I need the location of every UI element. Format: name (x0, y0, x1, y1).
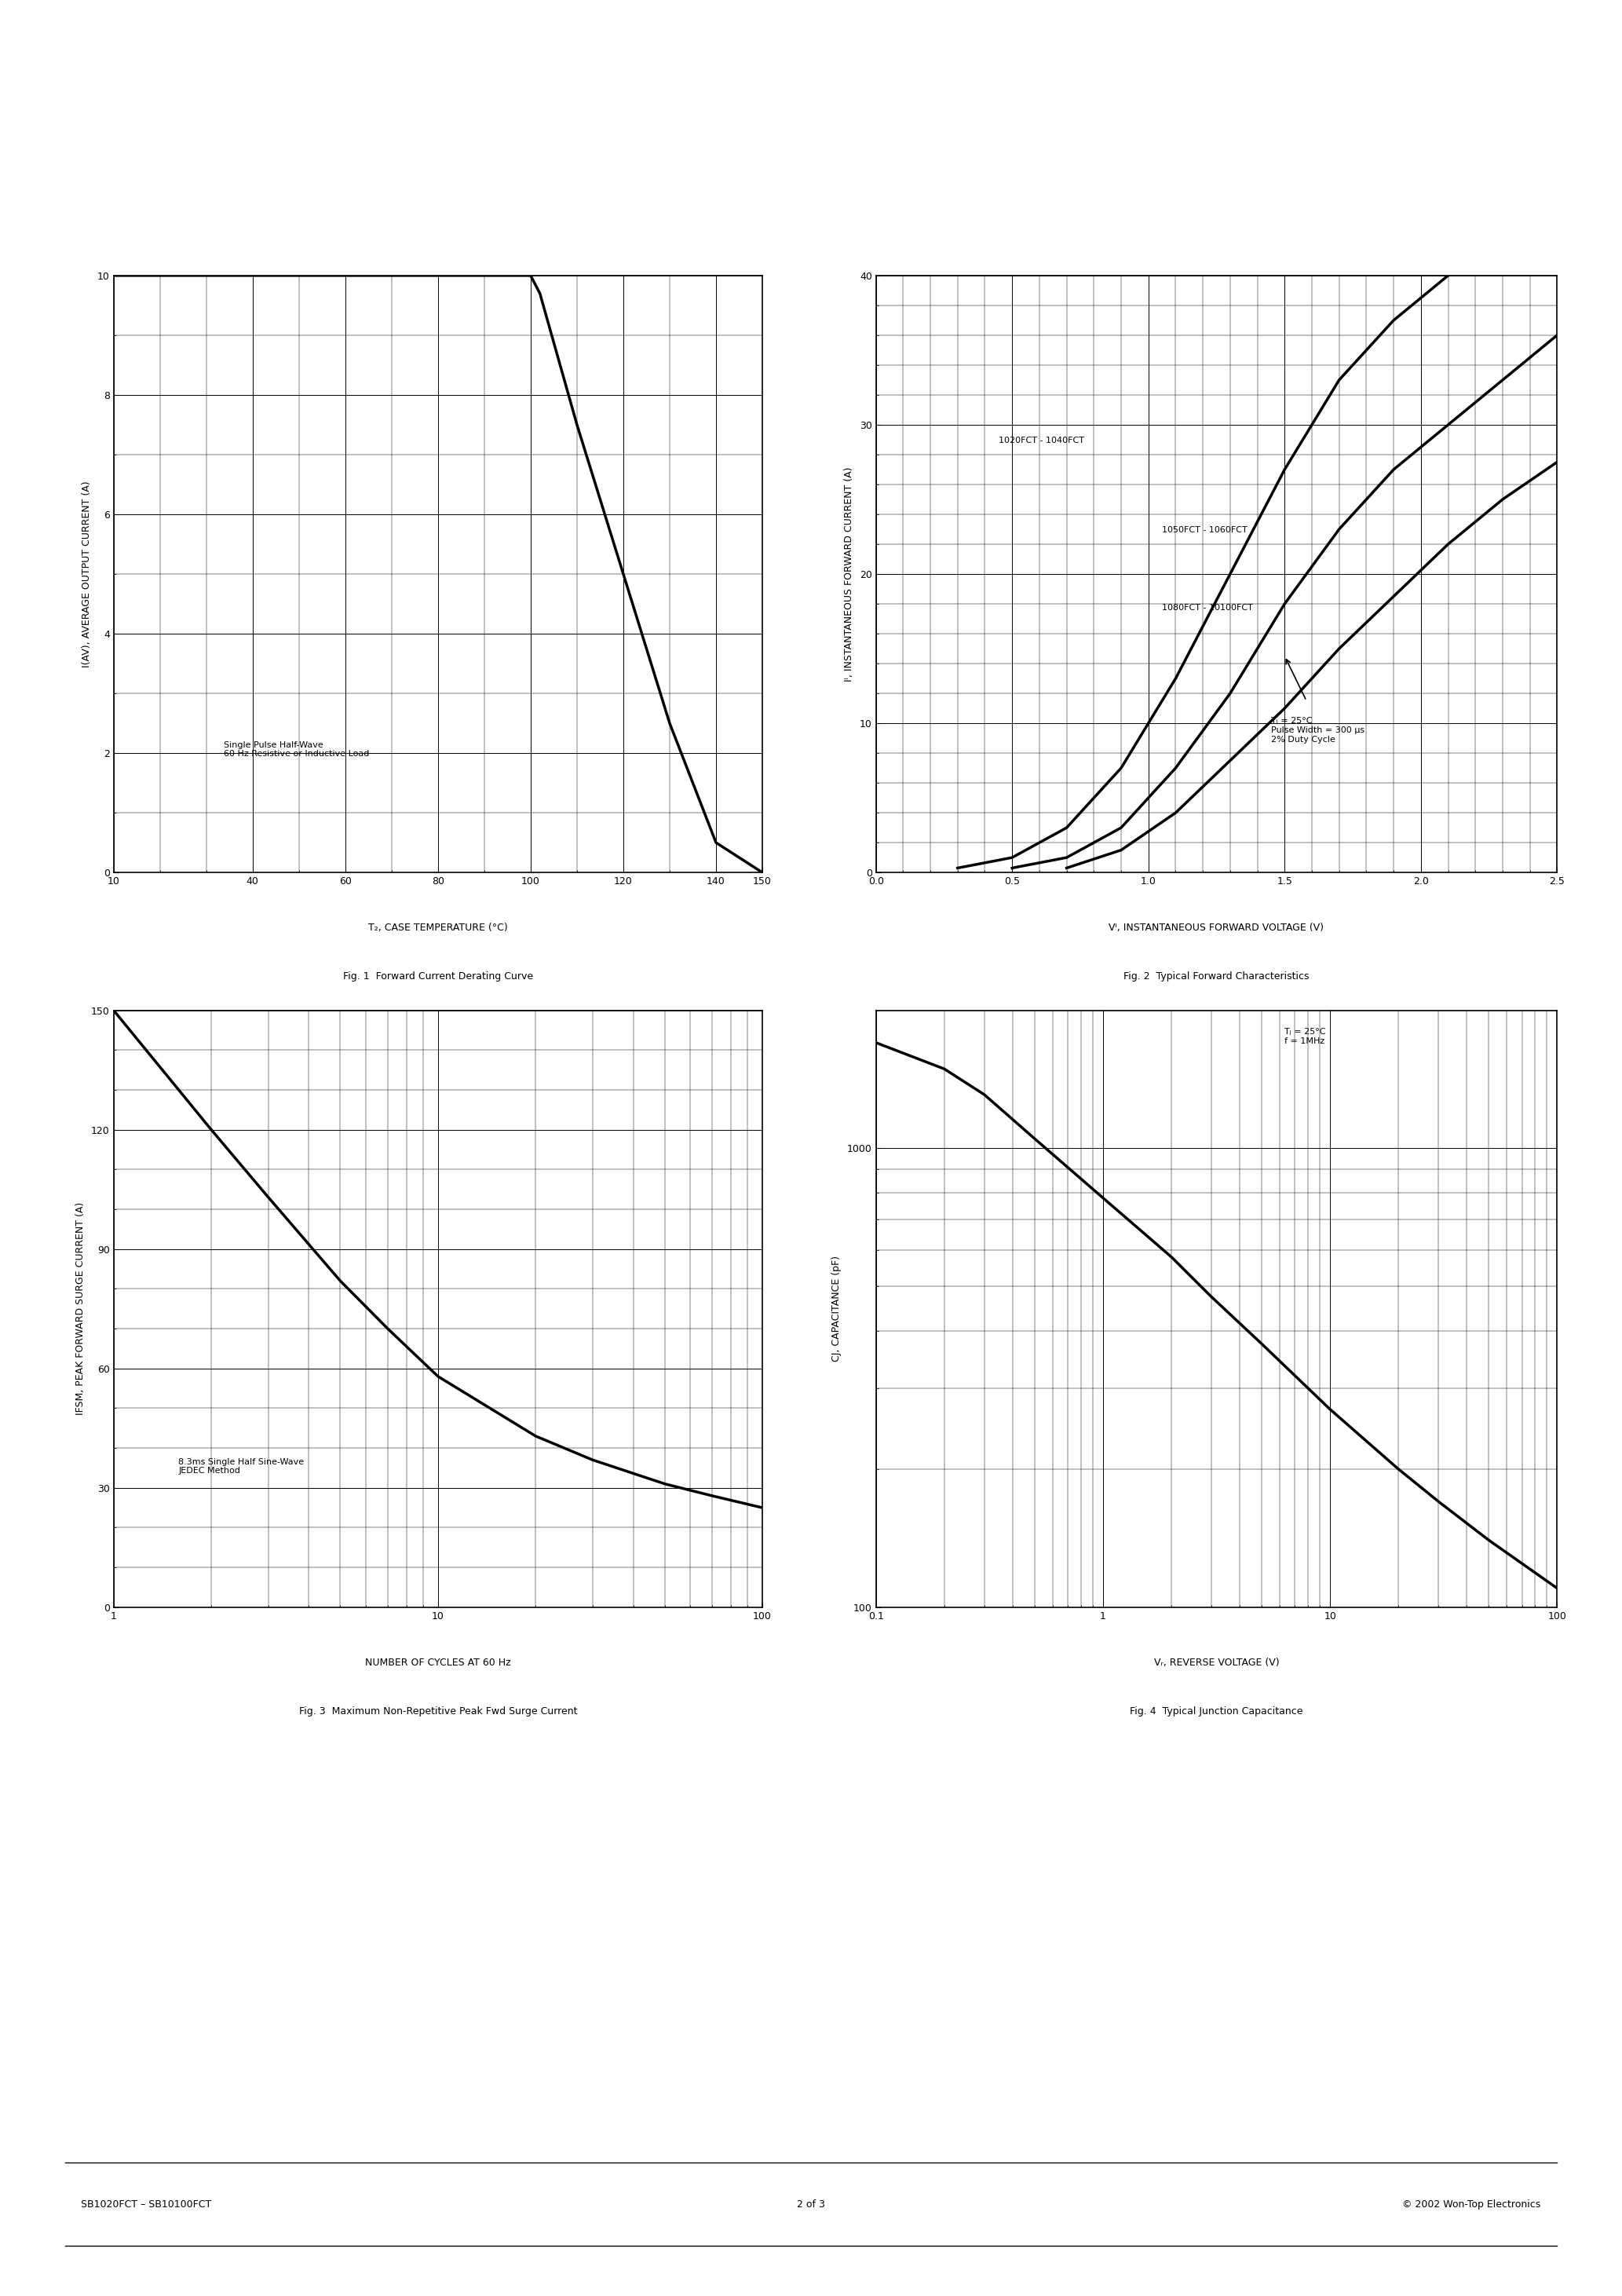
Y-axis label: I(AV), AVERAGE OUTPUT CURRENT (A): I(AV), AVERAGE OUTPUT CURRENT (A) (81, 480, 92, 668)
Text: NUMBER OF CYCLES AT 60 Hz: NUMBER OF CYCLES AT 60 Hz (365, 1658, 511, 1667)
Text: Vⁱ, INSTANTANEOUS FORWARD VOLTAGE (V): Vⁱ, INSTANTANEOUS FORWARD VOLTAGE (V) (1109, 923, 1324, 932)
Text: Tⱼ = 25°C
Pulse Width = 300 µs
2% Duty Cycle: Tⱼ = 25°C Pulse Width = 300 µs 2% Duty C… (1272, 716, 1364, 744)
Y-axis label: CJ, CAPACITANCE (pF): CJ, CAPACITANCE (pF) (832, 1256, 842, 1362)
Text: © 2002 Won-Top Electronics: © 2002 Won-Top Electronics (1403, 2200, 1541, 2209)
Text: Fig. 2  Typical Forward Characteristics: Fig. 2 Typical Forward Characteristics (1124, 971, 1309, 980)
Text: T₂, CASE TEMPERATURE (°C): T₂, CASE TEMPERATURE (°C) (368, 923, 508, 932)
Text: Fig. 1  Forward Current Derating Curve: Fig. 1 Forward Current Derating Curve (342, 971, 534, 980)
Y-axis label: Iⁱ, INSTANTANEOUS FORWARD CURRENT (A): Iⁱ, INSTANTANEOUS FORWARD CURRENT (A) (843, 466, 855, 682)
Text: 1080FCT - 10100FCT: 1080FCT - 10100FCT (1161, 604, 1252, 611)
Text: Single Pulse Half-Wave
60 Hz Resistive or Inductive Load: Single Pulse Half-Wave 60 Hz Resistive o… (224, 742, 370, 758)
Text: 2 of 3: 2 of 3 (796, 2200, 826, 2209)
Text: Vᵣ, REVERSE VOLTAGE (V): Vᵣ, REVERSE VOLTAGE (V) (1153, 1658, 1280, 1667)
Text: 1050FCT - 1060FCT: 1050FCT - 1060FCT (1161, 526, 1247, 533)
Text: 8.3ms Single Half Sine-Wave
JEDEC Method: 8.3ms Single Half Sine-Wave JEDEC Method (178, 1458, 305, 1474)
Y-axis label: IFSM, PEAK FORWARD SURGE CURRENT (A): IFSM, PEAK FORWARD SURGE CURRENT (A) (75, 1203, 86, 1414)
Text: 1020FCT - 1040FCT: 1020FCT - 1040FCT (999, 436, 1083, 443)
Text: SB1020FCT – SB10100FCT: SB1020FCT – SB10100FCT (81, 2200, 211, 2209)
Text: Tⱼ = 25°C
f = 1MHz: Tⱼ = 25°C f = 1MHz (1285, 1029, 1325, 1045)
Text: Fig. 4  Typical Junction Capacitance: Fig. 4 Typical Junction Capacitance (1131, 1706, 1302, 1715)
Text: Fig. 3  Maximum Non-Repetitive Peak Fwd Surge Current: Fig. 3 Maximum Non-Repetitive Peak Fwd S… (298, 1706, 577, 1715)
